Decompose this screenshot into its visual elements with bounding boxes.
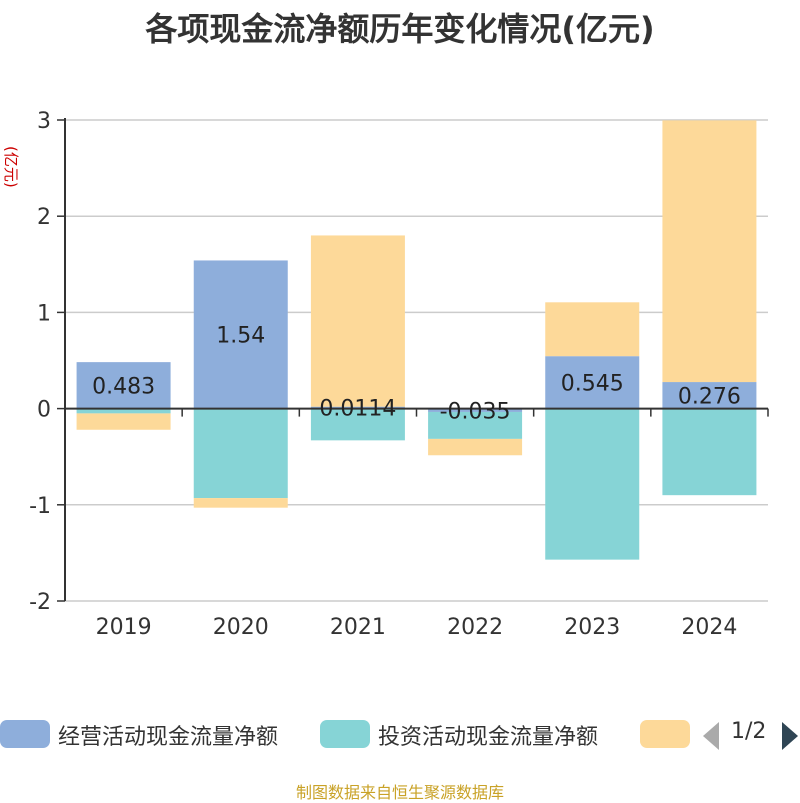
legend-swatch-operating bbox=[0, 720, 50, 748]
x-tick-label: 2022 bbox=[447, 615, 503, 640]
y-axis-unit-label: (亿元) bbox=[2, 146, 20, 188]
legend-item-financing[interactable] bbox=[640, 716, 690, 752]
bar-series2-2023[interactable] bbox=[545, 302, 640, 357]
bar-series1-2019[interactable] bbox=[76, 408, 171, 414]
bar-series0-2024[interactable] bbox=[662, 382, 757, 409]
y-tick-label: 3 bbox=[37, 109, 51, 134]
legend-swatch-investing bbox=[320, 720, 370, 748]
bar-series1-2024[interactable] bbox=[662, 408, 757, 496]
bar-series2-2022[interactable] bbox=[428, 438, 523, 456]
bar-series1-2020[interactable] bbox=[193, 408, 288, 499]
legend-item-operating[interactable]: 经营活动现金流量净额 bbox=[0, 716, 320, 752]
x-tick-label: 2020 bbox=[213, 615, 269, 640]
y-tick-label: 1 bbox=[37, 301, 51, 326]
legend-label-investing: 投资活动现金流量净额 bbox=[378, 725, 599, 750]
bar-series0-2020[interactable] bbox=[193, 260, 288, 409]
source-note: 制图数据来自恒生聚源数据库 bbox=[295, 783, 504, 802]
bar-series1-2021[interactable] bbox=[310, 408, 405, 441]
x-tick-label: 2019 bbox=[96, 615, 152, 640]
bar-series2-2019[interactable] bbox=[76, 413, 171, 430]
bar-series0-2023[interactable] bbox=[545, 356, 640, 409]
legend-next-page-icon[interactable] bbox=[782, 722, 798, 750]
y-tick-label: -2 bbox=[29, 590, 51, 615]
legend-page-indicator: 1/2 bbox=[731, 719, 767, 744]
legend-item-investing[interactable]: 投资活动现金流量净额 bbox=[320, 716, 640, 752]
bar-series0-2022[interactable] bbox=[428, 408, 523, 412]
data-label: 0.0114 bbox=[319, 397, 396, 422]
legend-swatch-financing bbox=[640, 720, 690, 748]
data-label: -0.035 bbox=[440, 399, 511, 424]
legend-prev-page-icon[interactable] bbox=[703, 722, 719, 750]
y-tick-label: -1 bbox=[29, 494, 51, 519]
axis-layer bbox=[57, 118, 769, 602]
chart-title: 各项现金流净额历年变化情况(亿元) bbox=[145, 10, 655, 48]
label-layer: 3 2 1 0 -1 -2 2019 2020 2021 2022 2023 2024 0.483 1.5… bbox=[29, 109, 741, 640]
x-tick-label: 2023 bbox=[564, 615, 620, 640]
chart-plot: 3 2 1 0 -1 -2 2019 2020 2021 2022 2023 2024 0.483 1.5… bbox=[2, 109, 769, 640]
data-label: 0.483 bbox=[92, 374, 155, 399]
legend: 经营活动现金流量净额 投资活动现金流量净额 1/2 bbox=[0, 716, 800, 756]
bar-series0-2019[interactable] bbox=[76, 362, 171, 409]
x-tick-label: 2021 bbox=[330, 615, 386, 640]
data-label: 0.276 bbox=[678, 384, 741, 409]
y-tick-label: 0 bbox=[37, 398, 51, 423]
legend-label-operating: 经营活动现金流量净额 bbox=[58, 725, 279, 750]
bar-series1-2023[interactable] bbox=[545, 408, 640, 560]
bar-series2-2021[interactable] bbox=[310, 235, 405, 407]
x-tick-label: 2024 bbox=[681, 615, 737, 640]
bar-series2-2024[interactable] bbox=[662, 120, 757, 383]
bar-layer bbox=[76, 120, 757, 560]
data-label: 0.545 bbox=[561, 371, 624, 396]
data-label: 1.54 bbox=[216, 324, 265, 349]
bar-series1-2022[interactable] bbox=[428, 411, 523, 439]
bar-series2-2020[interactable] bbox=[193, 498, 288, 508]
y-tick-label: 2 bbox=[37, 205, 51, 230]
